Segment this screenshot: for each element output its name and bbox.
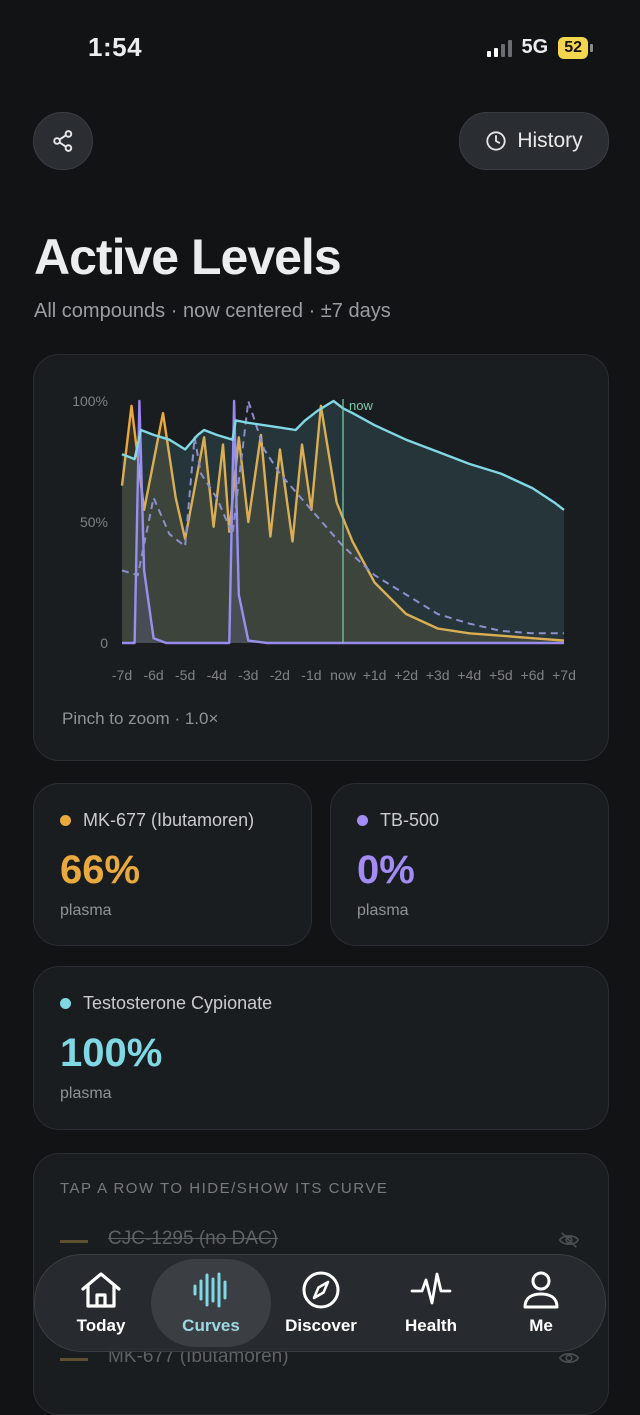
tab-label: Health — [405, 1316, 457, 1335]
status-time: 1:54 — [88, 32, 143, 62]
home-icon — [81, 1272, 121, 1308]
compound-card-tb500[interactable]: TB-500 0% plasma — [330, 783, 609, 946]
y-tick-label: 100% — [72, 393, 108, 409]
battery-icon: 52 — [558, 36, 593, 59]
compound-name-row: Testosterone Cypionate — [60, 993, 272, 1014]
tab-health[interactable]: Health — [381, 1255, 481, 1351]
tab-curves[interactable]: Curves — [151, 1259, 271, 1347]
page-subtitle: All compounds · now centered · ±7 days — [34, 300, 391, 322]
share-icon — [53, 130, 73, 152]
series-area — [122, 401, 564, 643]
chart-card[interactable]: 100% 50% 0 -7d -6d -5d -4d -3d -2d -1d now +1d +2d +3… — [33, 354, 609, 761]
now-marker-label: now — [349, 398, 373, 413]
tab-label: Me — [529, 1316, 553, 1335]
tab-label: Discover — [285, 1316, 357, 1335]
curve-toggle-hint: TAP A ROW TO HIDE/SHOW ITS CURVE — [60, 1180, 389, 1197]
eye-off-icon[interactable] — [556, 1229, 582, 1251]
curve-swatch — [60, 1240, 88, 1243]
series-line — [121, 399, 565, 511]
x-tick-label: -1d — [301, 667, 321, 683]
tab-label: Curves — [182, 1316, 240, 1335]
tab-bar: Today Curves Discover Health — [34, 1254, 606, 1352]
tab-discover[interactable]: Discover — [271, 1255, 371, 1351]
share-button[interactable] — [33, 112, 93, 170]
compound-level-label: plasma — [60, 902, 112, 919]
color-dot-icon — [60, 815, 71, 826]
zoom-hint: Pinch to zoom · 1.0× — [62, 709, 219, 728]
x-tick-label: -6d — [143, 667, 163, 683]
compound-level-label: plasma — [357, 902, 409, 919]
tab-me[interactable]: Me — [491, 1255, 591, 1351]
x-tick-label: +6d — [521, 667, 545, 683]
x-tick-label: -3d — [238, 667, 258, 683]
compass-icon — [302, 1271, 340, 1309]
compound-level: 0% — [357, 848, 415, 892]
pulse-icon — [410, 1272, 452, 1305]
x-tick-label: +2d — [394, 667, 418, 683]
compound-name-row: TB-500 — [357, 810, 439, 831]
series-line — [120, 404, 565, 642]
compound-name: MK-677 (Ibutamoren) — [83, 810, 255, 830]
x-tick-label: +7d — [552, 667, 576, 683]
compound-name: TB-500 — [380, 810, 440, 830]
x-tick-label: +3d — [426, 667, 450, 683]
tab-label: Today — [76, 1316, 126, 1335]
color-dot-icon — [357, 815, 368, 826]
compound-card-testosterone[interactable]: Testosterone Cypionate 100% plasma — [33, 966, 609, 1130]
compound-name-row: MK-677 (Ibutamoren) — [60, 810, 254, 831]
clock-icon — [486, 131, 506, 151]
curve-swatch — [60, 1358, 88, 1361]
status-indicators: 5G 52 — [486, 36, 593, 59]
x-tick-label: +5d — [489, 667, 513, 683]
page-title: Active Levels — [34, 229, 342, 285]
compound-level: 66% — [60, 848, 141, 892]
y-tick-label: 0 — [100, 635, 108, 651]
eye-icon[interactable] — [556, 1347, 582, 1369]
signal-icon — [486, 39, 512, 57]
waveform-icon — [193, 1272, 227, 1308]
x-tick-label: -7d — [112, 667, 132, 683]
tab-today[interactable]: Today — [49, 1255, 153, 1351]
compound-name: Testosterone Cypionate — [83, 993, 273, 1013]
x-tick-label: -5d — [175, 667, 195, 683]
x-tick-label: +1d — [363, 667, 387, 683]
levels-chart[interactable]: 100% 50% 0-7d -6d -5d -4d -3d -2d -1d now +1d +2d +3… — [34, 355, 608, 760]
compound-level-label: plasma — [60, 1085, 112, 1102]
x-tick-label: +4d — [457, 667, 481, 683]
x-tick-label: -4d — [207, 667, 227, 683]
curve-row[interactable]: CJC-1295 (no DAC) — [60, 1228, 580, 1254]
curve-row-label: CJC-1295 (no DAC) — [108, 1228, 278, 1249]
history-label: History — [517, 129, 583, 152]
network-type: 5G — [521, 36, 549, 58]
compound-card-mk677[interactable]: MK-677 (Ibutamoren) 66% plasma — [33, 783, 312, 946]
history-button[interactable]: History — [459, 112, 609, 170]
color-dot-icon — [60, 998, 71, 1009]
series-line — [122, 399, 564, 645]
compound-level: 100% — [60, 1031, 163, 1075]
y-tick-label: 50% — [80, 514, 108, 530]
x-tick-label: -2d — [270, 667, 290, 683]
person-icon — [523, 1271, 559, 1309]
x-tick-label: now — [330, 667, 357, 683]
series-line — [121, 400, 564, 635]
